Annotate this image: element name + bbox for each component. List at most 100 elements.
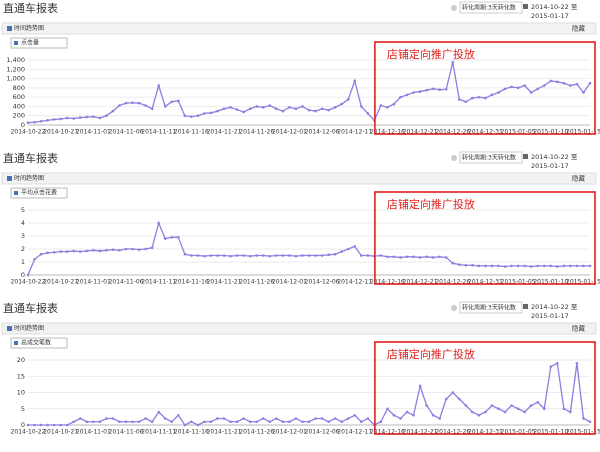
annotation: 店铺定向推广投放 [387, 197, 475, 211]
data-point [438, 417, 441, 420]
data-point [163, 105, 167, 108]
data-point [301, 254, 304, 257]
data-point [503, 410, 507, 414]
period-select[interactable] [459, 1, 523, 14]
data-point [464, 100, 468, 104]
x-tick-label: 2014-12-06 [305, 429, 340, 436]
panel-icon [7, 326, 12, 331]
data-point [150, 246, 154, 249]
data-point [516, 86, 520, 90]
data-point [405, 93, 409, 97]
data-point [333, 417, 337, 420]
data-point [340, 420, 343, 424]
data-point [177, 236, 180, 239]
data-point [510, 264, 513, 268]
y-tick-label: 0 [21, 271, 25, 279]
data-point [229, 106, 232, 109]
data-point [569, 264, 572, 268]
hide-button[interactable]: 隐藏 [572, 24, 586, 33]
metric-select[interactable] [10, 337, 68, 349]
x-tick-label: 2014-12-11 [337, 279, 372, 286]
data-point [235, 420, 239, 424]
data-point [471, 263, 474, 267]
data-point [444, 397, 448, 401]
data-point [281, 109, 285, 113]
data-point [209, 420, 213, 424]
data-point [137, 420, 141, 424]
x-tick-label: 2014-11-11 [141, 279, 176, 286]
data-point [52, 423, 56, 427]
data-point [65, 423, 69, 427]
data-point [431, 413, 435, 417]
data-point [307, 420, 311, 424]
data-point [59, 250, 62, 253]
data-point [438, 255, 441, 259]
data-point [523, 410, 526, 414]
data-point [261, 106, 265, 109]
data-point [275, 417, 278, 420]
data-point [549, 79, 553, 83]
data-point [529, 91, 533, 94]
data-point [536, 87, 540, 91]
data-point [222, 417, 226, 420]
data-point [523, 264, 526, 268]
data-point [418, 256, 422, 259]
data-point [529, 265, 533, 268]
x-tick-label: 2014-12-21 [403, 279, 438, 286]
x-tick-label: 2014-10-27 [43, 129, 78, 136]
data-point [556, 80, 559, 84]
data-point [196, 254, 200, 257]
hide-button[interactable]: 隐藏 [572, 174, 586, 183]
x-tick-label: 2014-12-01 [272, 129, 307, 136]
conversion-period: 转化周期:3天转化数 [462, 154, 516, 162]
data-point [144, 104, 147, 107]
data-point [549, 264, 553, 268]
metric-select[interactable] [10, 37, 68, 49]
data-point [242, 254, 245, 257]
data-point [556, 265, 559, 268]
data-point [542, 264, 546, 268]
data-point [85, 420, 89, 424]
x-tick-label: 2014-11-11 [141, 129, 176, 136]
x-tick-label: 2015-01-15 [566, 129, 600, 136]
metric-select[interactable] [10, 187, 68, 199]
data-point [301, 420, 304, 424]
data-point [542, 84, 546, 87]
data-point [255, 105, 259, 108]
period-select[interactable] [459, 151, 523, 164]
data-point [490, 264, 494, 268]
date-from: 2014-10-22 至 [531, 153, 578, 161]
data-point [399, 256, 402, 259]
data-point [327, 108, 330, 112]
panel-icon [7, 176, 12, 181]
data-point [431, 256, 435, 259]
data-point [444, 256, 448, 259]
data-point [144, 417, 147, 420]
data-point [346, 417, 350, 420]
period-select[interactable] [459, 301, 523, 314]
hide-button[interactable]: 隐藏 [572, 324, 586, 333]
x-tick-label: 2015-01-05 [501, 279, 536, 286]
x-tick-label: 2014-11-21 [207, 279, 242, 286]
x-tick-label: 2014-11-26 [239, 279, 274, 286]
report-title: 直通车报表 [3, 1, 58, 15]
calendar-icon [523, 154, 528, 159]
x-tick-label: 2014-11-26 [239, 429, 274, 436]
x-tick-label: 2015-01-10 [533, 129, 568, 136]
data-point [307, 108, 311, 112]
data-point [392, 413, 396, 417]
data-point [288, 106, 291, 109]
data-point [33, 423, 36, 427]
annotation: 店铺定向推广投放 [387, 347, 475, 361]
data-point [542, 407, 546, 411]
data-point [320, 107, 324, 111]
calendar-icon [523, 304, 528, 309]
data-point [203, 420, 206, 424]
data-point [425, 404, 428, 407]
legend-swatch [14, 341, 18, 345]
data-point [261, 254, 265, 257]
data-point [366, 254, 370, 257]
data-point [92, 420, 95, 424]
y-tick-label: 400 [13, 102, 25, 110]
data-point [261, 417, 265, 420]
